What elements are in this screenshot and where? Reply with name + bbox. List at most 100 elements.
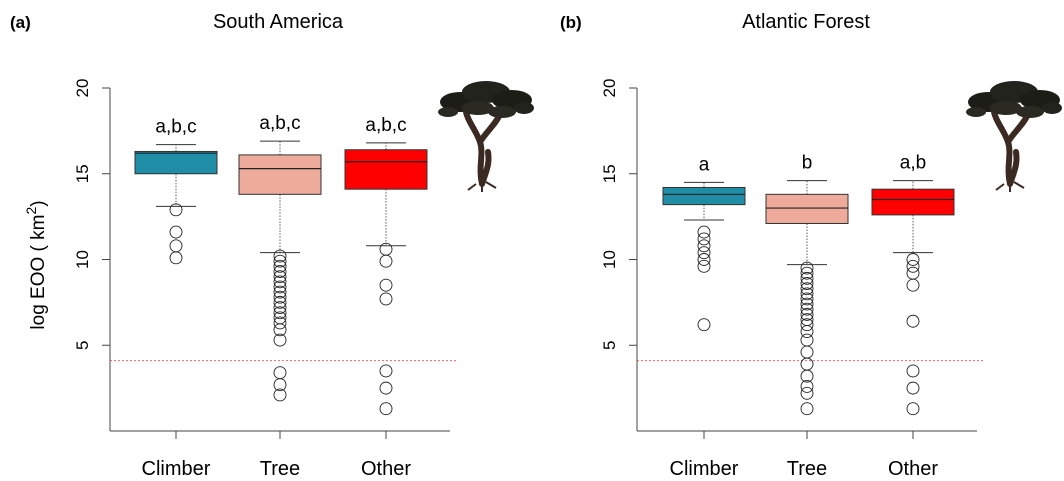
outlier-point bbox=[800, 379, 814, 393]
tree-icon bbox=[438, 81, 534, 192]
x-category-label: Climber bbox=[670, 458, 739, 480]
outlier-point bbox=[697, 225, 711, 239]
outlier-point bbox=[273, 316, 287, 330]
y-tick-label: 5 bbox=[600, 341, 619, 350]
y-axis-label-close: ) bbox=[28, 200, 49, 206]
outlier-point bbox=[379, 242, 393, 256]
outlier-point bbox=[800, 345, 814, 359]
outlier-point bbox=[800, 292, 814, 306]
outlier-point bbox=[906, 259, 920, 273]
outlier-point bbox=[697, 239, 711, 253]
outlier-point bbox=[169, 239, 183, 253]
tree-icon bbox=[966, 81, 1062, 192]
outlier-point bbox=[273, 301, 287, 314]
outlier-point bbox=[273, 306, 287, 320]
significance-label: b bbox=[802, 153, 813, 174]
outlier-point bbox=[697, 253, 711, 266]
outlier-point bbox=[273, 285, 287, 299]
panel-a: (a) South America 5 10 15 20 Climber a,b,c Tre… bbox=[10, 11, 534, 480]
panel-title-b: Atlantic Forest bbox=[742, 11, 870, 33]
outlier-point bbox=[800, 302, 814, 316]
outlier-point bbox=[379, 364, 393, 378]
y-tick-label: 10 bbox=[600, 250, 619, 269]
outlier-point bbox=[800, 369, 814, 383]
significance-label: a,b,c bbox=[155, 117, 196, 138]
y-tick-label: 20 bbox=[73, 79, 92, 98]
outlier-point bbox=[800, 277, 814, 290]
outlier-point bbox=[273, 388, 287, 402]
outlier-point bbox=[906, 266, 920, 280]
panel-label-a: (a) bbox=[10, 13, 31, 32]
y-axis-label-superscript: 2 bbox=[23, 207, 39, 215]
outlier-point bbox=[697, 318, 711, 332]
panel-label-b: (b) bbox=[560, 13, 582, 32]
outlier-point bbox=[906, 402, 920, 416]
outlier-point bbox=[273, 290, 287, 304]
outlier-point bbox=[800, 307, 814, 321]
outlier-point bbox=[379, 402, 393, 416]
outlier-point bbox=[273, 275, 287, 289]
outlier-point bbox=[273, 323, 287, 337]
outlier-point bbox=[906, 381, 920, 395]
y-tick-label: 10 bbox=[73, 250, 92, 269]
y-tick-label: 5 bbox=[73, 341, 92, 350]
outlier-point bbox=[379, 278, 393, 292]
outlier-point bbox=[800, 357, 814, 371]
x-category-label: Other bbox=[888, 458, 938, 480]
panel-title-a: South America bbox=[213, 11, 344, 33]
outlier-point bbox=[906, 278, 920, 292]
outlier-point bbox=[697, 259, 711, 273]
outlier-point bbox=[906, 253, 920, 266]
plot-area-a: 5 10 15 20 Climber a,b,c Tree a,b,c Other a,b,c bbox=[73, 79, 458, 480]
outlier-point bbox=[379, 292, 393, 306]
outlier-point bbox=[273, 295, 287, 309]
outlier-point bbox=[273, 366, 287, 380]
box-climber bbox=[134, 150, 218, 175]
plot-area-b: 5 10 15 20 Climber a Tree b Other a,b bbox=[600, 79, 985, 480]
outlier-point bbox=[800, 386, 814, 400]
outlier-point bbox=[800, 266, 814, 280]
outlier-point bbox=[169, 251, 183, 265]
outlier-point bbox=[273, 333, 287, 347]
panel-b: (b) Atlantic Forest 5 10 15 20 Climber a Tree b… bbox=[560, 11, 1062, 480]
outlier-point bbox=[800, 333, 814, 347]
outlier-point bbox=[906, 314, 920, 328]
outlier-point bbox=[273, 280, 287, 294]
box-tree bbox=[765, 193, 849, 224]
y-tick-label: 15 bbox=[73, 164, 92, 183]
x-category-label: Climber bbox=[142, 458, 211, 480]
outlier-point bbox=[273, 270, 287, 284]
x-category-label: Tree bbox=[787, 458, 827, 480]
box-tree bbox=[238, 154, 322, 195]
outlier-point bbox=[800, 297, 814, 311]
y-axis-label-text: log EOO ( km bbox=[28, 215, 49, 330]
outlier-point bbox=[906, 364, 920, 378]
outlier-point bbox=[800, 318, 814, 332]
outlier-point bbox=[800, 282, 814, 296]
outlier-point bbox=[800, 287, 814, 301]
box-other bbox=[344, 149, 428, 190]
significance-label: a,b bbox=[900, 153, 926, 174]
outlier-point bbox=[800, 271, 814, 285]
y-tick-label: 20 bbox=[600, 79, 619, 98]
box-other bbox=[871, 188, 955, 216]
x-category-label: Tree bbox=[260, 458, 300, 480]
significance-label: a bbox=[699, 154, 710, 175]
x-category-label: Other bbox=[361, 458, 411, 480]
significance-label: a,b,c bbox=[259, 113, 300, 134]
outlier-point bbox=[273, 378, 287, 392]
y-tick-label: 15 bbox=[600, 164, 619, 183]
outlier-point bbox=[169, 203, 183, 217]
y-axis-label: log EOO ( km2) bbox=[23, 200, 49, 329]
outlier-point bbox=[800, 261, 814, 275]
outlier-point bbox=[273, 259, 287, 273]
significance-label: a,b,c bbox=[365, 115, 406, 136]
outlier-point bbox=[379, 254, 393, 268]
outlier-point bbox=[273, 254, 287, 268]
outlier-point bbox=[169, 225, 183, 239]
outlier-point bbox=[273, 265, 287, 278]
outlier-point bbox=[697, 232, 711, 246]
outlier-point bbox=[800, 402, 814, 416]
outlier-point bbox=[379, 381, 393, 395]
